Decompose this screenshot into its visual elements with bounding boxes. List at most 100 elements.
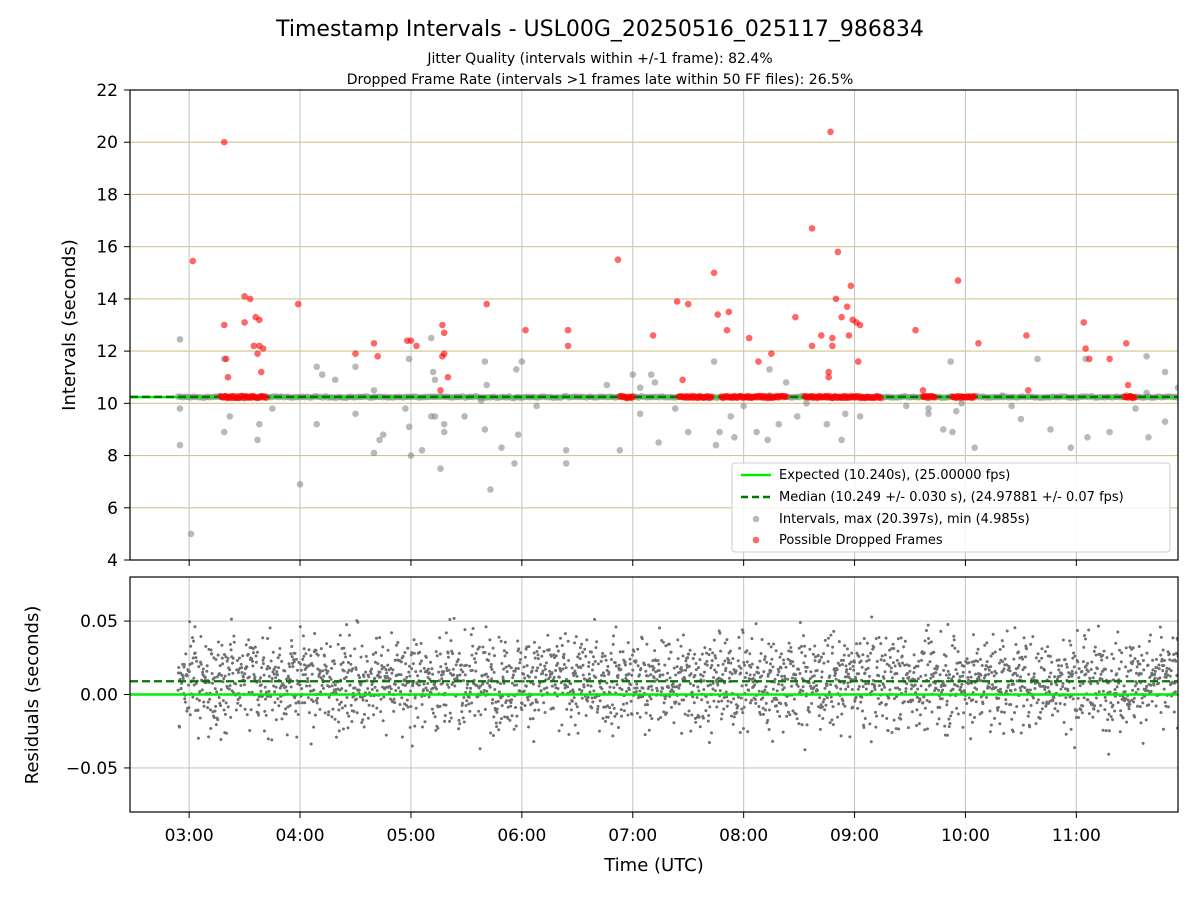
- residual-point: [434, 728, 438, 732]
- residual-point: [842, 658, 846, 662]
- residual-point: [410, 744, 414, 748]
- residual-point: [1172, 710, 1176, 714]
- residual-point: [190, 636, 194, 640]
- residual-point: [549, 654, 553, 658]
- residual-point: [422, 682, 426, 686]
- interval-point: [187, 530, 195, 538]
- residual-point: [820, 675, 824, 679]
- residual-point: [1124, 665, 1128, 669]
- residual-point: [220, 643, 224, 647]
- residual-point: [252, 672, 256, 676]
- residual-point: [1081, 660, 1085, 664]
- dropped-frame-point: [256, 316, 263, 324]
- residual-point: [655, 678, 659, 682]
- residual-point: [1061, 682, 1065, 686]
- residual-point: [598, 681, 602, 685]
- residual-point: [327, 695, 331, 699]
- residual-point: [236, 671, 240, 675]
- residual-point: [560, 723, 564, 727]
- residual-point: [937, 688, 941, 692]
- residual-point: [297, 701, 301, 705]
- residual-point: [826, 660, 830, 664]
- residual-point: [469, 686, 473, 690]
- residual-point: [403, 683, 407, 687]
- residual-point: [939, 629, 943, 633]
- residual-point: [1128, 702, 1132, 706]
- residual-point: [379, 697, 383, 701]
- residual-point: [902, 645, 906, 649]
- residual-point: [1015, 674, 1019, 678]
- dropped-frame-point: [838, 313, 845, 321]
- residual-point: [1002, 731, 1006, 735]
- residual-point: [592, 655, 596, 659]
- residual-point: [844, 664, 848, 668]
- residual-point: [579, 666, 583, 670]
- residual-point: [485, 689, 489, 693]
- residual-point: [263, 685, 267, 689]
- residual-point: [948, 672, 952, 676]
- bottom-x-tick-label: 07:00: [608, 826, 657, 846]
- interval-point: [616, 447, 624, 454]
- interval-point: [671, 405, 679, 412]
- residual-point: [970, 720, 974, 724]
- residual-point: [571, 690, 575, 694]
- residual-point: [664, 644, 668, 648]
- interval-point: [1143, 353, 1150, 360]
- residual-point: [913, 683, 917, 687]
- interval-point: [949, 428, 956, 436]
- residual-point: [803, 644, 807, 648]
- residual-point: [651, 659, 655, 663]
- residual-point: [1069, 727, 1073, 731]
- interval-point: [407, 452, 415, 459]
- residual-point: [899, 636, 903, 640]
- residual-point: [916, 677, 920, 681]
- residual-point: [346, 660, 350, 664]
- residual-point: [407, 664, 411, 668]
- residual-point: [681, 654, 685, 658]
- residual-point: [982, 690, 986, 694]
- residual-point: [776, 673, 780, 677]
- residual-point: [399, 690, 403, 694]
- residual-point: [770, 657, 774, 661]
- residual-point: [962, 664, 966, 668]
- interval-point: [296, 480, 304, 488]
- legend-expected-label: Expected (10.240s), (25.00000 fps): [779, 468, 1010, 483]
- dropped-frame-point: [413, 342, 420, 350]
- residual-point: [311, 664, 315, 668]
- residual-point: [769, 669, 773, 673]
- residual-point: [353, 647, 357, 651]
- residual-point: [715, 705, 719, 709]
- residual-point: [459, 668, 463, 672]
- residual-point: [512, 727, 516, 731]
- residual-point: [304, 673, 308, 677]
- residual-point: [1017, 663, 1021, 667]
- residual-point: [212, 656, 216, 660]
- residual-point: [1061, 638, 1065, 642]
- residual-point: [703, 646, 707, 650]
- residual-point: [217, 696, 221, 700]
- residual-point: [953, 646, 957, 650]
- residual-point: [604, 658, 608, 662]
- residual-point: [989, 723, 993, 727]
- interval-point: [370, 386, 378, 394]
- residual-point: [736, 704, 740, 708]
- dropped-frame-point: [679, 376, 686, 384]
- residual-point: [846, 685, 850, 689]
- residual-point: [1148, 633, 1152, 637]
- residual-point: [301, 634, 305, 638]
- residual-point: [478, 747, 482, 751]
- residual-point: [464, 703, 468, 707]
- residual-point: [718, 631, 722, 635]
- residual-point: [852, 668, 856, 672]
- residual-point: [1111, 718, 1115, 722]
- residual-point: [515, 683, 519, 687]
- residual-point: [371, 704, 375, 708]
- residual-point: [281, 683, 285, 687]
- residual-point: [686, 656, 690, 660]
- residual-point: [943, 724, 947, 728]
- residual-point: [894, 727, 898, 731]
- residual-point: [1141, 701, 1145, 705]
- residual-point: [183, 700, 187, 704]
- residual-point: [938, 705, 942, 709]
- residual-point: [810, 702, 814, 706]
